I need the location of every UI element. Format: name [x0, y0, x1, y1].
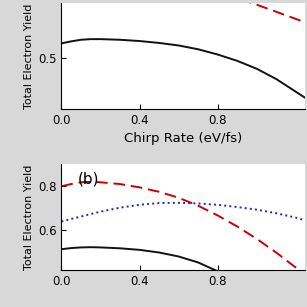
X-axis label: Chirp Rate (eV/fs): Chirp Rate (eV/fs) — [124, 133, 243, 146]
Y-axis label: Total Electron Yield: Total Electron Yield — [24, 3, 34, 109]
Y-axis label: Total Electron Yield: Total Electron Yield — [24, 165, 34, 270]
Text: (b): (b) — [77, 171, 99, 186]
